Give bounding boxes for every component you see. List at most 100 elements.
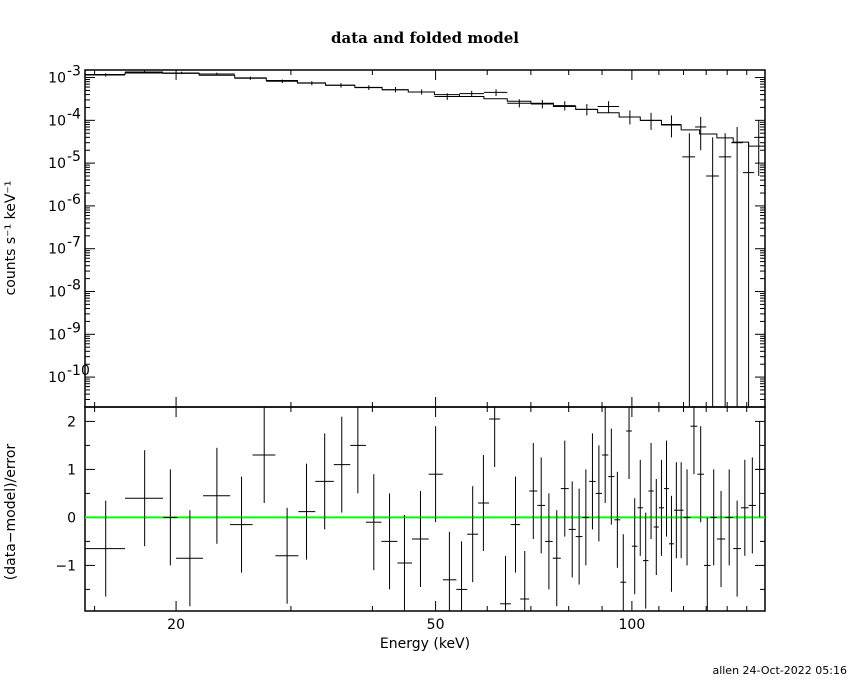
top-y-tick-labels: 10-310-410-510-610-710-810-910-10 xyxy=(48,64,90,387)
x-axis-label: Energy (keV) xyxy=(380,636,470,652)
y-tick-exponent: -6 xyxy=(67,192,81,208)
chart-title: data and folded model xyxy=(331,29,519,47)
residual-point xyxy=(589,433,596,530)
y-tick-exponent: -3 xyxy=(67,64,81,80)
y-tick-label: 10 xyxy=(48,113,66,129)
residual-point xyxy=(478,455,490,551)
residual-point xyxy=(608,428,615,525)
residual-point xyxy=(678,462,684,559)
residual-point xyxy=(552,510,561,607)
data-point xyxy=(408,89,435,95)
data-point xyxy=(297,81,326,86)
data-point xyxy=(619,110,641,125)
residual-point xyxy=(252,407,276,503)
y-tick-label: 10 xyxy=(48,71,66,87)
residual-point xyxy=(648,443,654,539)
top-y-axis-label: counts s⁻¹ keV⁻¹ xyxy=(3,181,19,296)
residual-point xyxy=(456,541,468,611)
residual-point xyxy=(397,515,412,611)
residual-point xyxy=(428,426,443,523)
residual-point xyxy=(365,474,382,571)
residual-point xyxy=(85,500,126,597)
data-point xyxy=(706,137,719,407)
model-step-path xyxy=(85,72,765,147)
bottom-panel-frame xyxy=(84,406,766,612)
bottom-y-tick-labels: 2 1 0 −1 xyxy=(55,414,76,574)
residual-point xyxy=(756,421,764,518)
y-tick-label: 0 xyxy=(67,510,76,526)
y-tick-label: 10 xyxy=(48,199,66,215)
residual-point xyxy=(275,507,299,604)
residual-point xyxy=(510,476,521,573)
residual-point xyxy=(748,457,757,554)
residual-point xyxy=(575,488,583,585)
residual-point xyxy=(697,426,705,523)
residual-point xyxy=(733,500,742,597)
residual-point xyxy=(500,555,511,611)
data-point xyxy=(234,76,267,80)
residual-point xyxy=(704,517,711,611)
residual-point xyxy=(230,476,253,573)
model-step-line xyxy=(85,72,765,147)
data-point xyxy=(125,70,164,74)
residual-point xyxy=(545,493,553,590)
residual-point xyxy=(333,416,351,513)
residual-point xyxy=(741,459,749,556)
y-tick-exponent: -7 xyxy=(67,235,81,251)
residual-point xyxy=(537,457,546,554)
y-tick-label: 10 xyxy=(48,156,66,172)
residual-points xyxy=(85,407,764,611)
top-axis-ticks xyxy=(85,70,766,408)
y-tick-exponent: -8 xyxy=(67,278,81,294)
residual-point xyxy=(631,498,638,595)
data-point xyxy=(682,133,696,407)
residual-point xyxy=(568,481,576,578)
data-point xyxy=(731,126,743,407)
data-point xyxy=(742,142,755,407)
residual-point xyxy=(683,469,691,566)
data-point xyxy=(199,72,235,76)
residual-point xyxy=(529,443,538,539)
residual-point xyxy=(163,469,178,566)
y-tick-label: 10 xyxy=(48,285,66,301)
data-point xyxy=(695,116,707,151)
y-tick-label: 10 xyxy=(48,370,66,386)
data-point xyxy=(661,115,682,138)
residual-point xyxy=(637,459,643,556)
residual-point xyxy=(442,531,457,611)
residual-point xyxy=(620,534,627,611)
y-tick-exponent: -4 xyxy=(67,106,81,122)
data-point xyxy=(640,112,662,130)
y-tick-label: 1 xyxy=(67,462,76,478)
data-point xyxy=(459,90,484,98)
y-tick-exponent: -5 xyxy=(67,149,81,165)
residual-point xyxy=(710,469,717,566)
x-tick-label: 50 xyxy=(427,617,445,633)
y-tick-label: 10 xyxy=(48,327,66,343)
residual-point xyxy=(560,440,569,537)
y-tick-exponent: -9 xyxy=(67,320,81,336)
top-panel-frame xyxy=(84,69,766,408)
residual-point xyxy=(582,469,590,566)
y-tick-label: −1 xyxy=(55,558,76,574)
residual-point xyxy=(626,407,632,479)
footer-timestamp: allen 24-Oct-2022 05:16 xyxy=(712,664,847,677)
data-point xyxy=(483,89,508,97)
data-point xyxy=(530,99,554,109)
residual-point xyxy=(125,450,164,547)
residual-point xyxy=(298,463,316,560)
data-point xyxy=(325,83,355,88)
data-point xyxy=(163,71,200,75)
data-point xyxy=(553,101,576,111)
y-tick-exponent: -10 xyxy=(67,363,90,379)
residual-point xyxy=(602,407,609,503)
data-point xyxy=(382,87,409,93)
y-tick-label: 10 xyxy=(48,242,66,258)
bottom-y-axis-label: (data−model)/error xyxy=(3,444,19,581)
bottom-axis-ticks xyxy=(85,407,766,611)
residual-point xyxy=(653,479,659,575)
residual-point xyxy=(725,469,734,566)
residual-point xyxy=(658,459,664,556)
residual-point xyxy=(520,551,530,611)
